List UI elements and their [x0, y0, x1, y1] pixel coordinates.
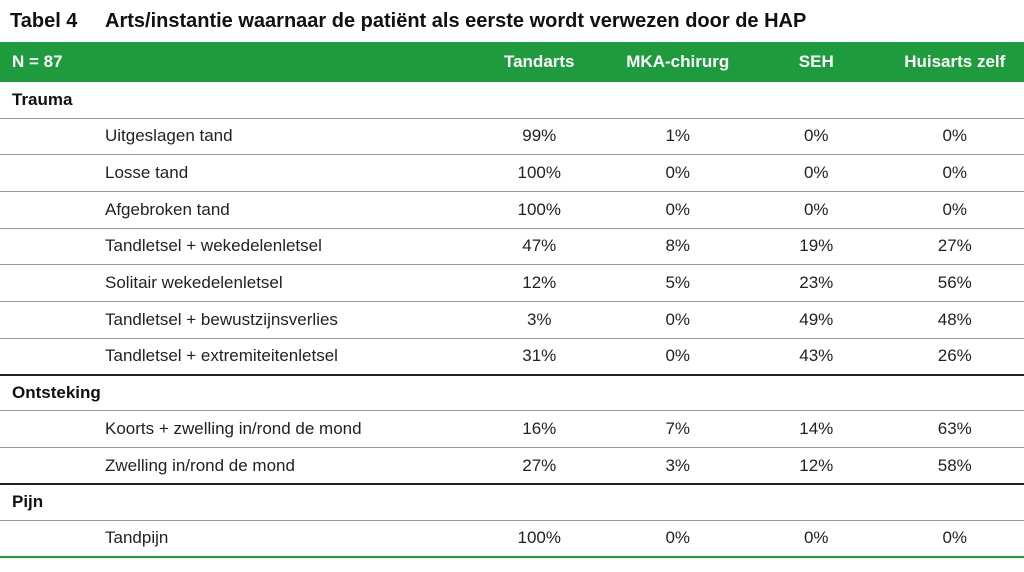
table-cell: 0%: [885, 117, 1024, 155]
row-label: Tandletsel + wekedelenletsel: [0, 227, 470, 265]
group-label: Trauma: [12, 89, 73, 109]
table-body: Trauma Uitgeslagen tand 99% 1% 0% 0% Losse tan…: [0, 82, 1024, 558]
table-cell: 0%: [608, 154, 747, 192]
table-cell: 27%: [470, 447, 609, 485]
group-row: Ontsteking: [0, 373, 1024, 411]
table-cell: 0%: [885, 190, 1024, 229]
table-cell: 31%: [470, 337, 609, 375]
table-cell: 0%: [608, 337, 747, 375]
table-header-row: N = 87 Tandarts MKA-chirurg SEH Huisarts…: [0, 42, 1024, 82]
table-cell: 7%: [608, 410, 747, 448]
table-cell: 0%: [885, 519, 1024, 558]
table-cell: 5%: [608, 264, 747, 302]
table-cell: 0%: [608, 300, 747, 339]
table-row: Tandpijn 100% 0% 0% 0%: [0, 519, 1024, 558]
row-label: Tandletsel + extremiteitenletsel: [0, 337, 470, 375]
table-cell: 58%: [885, 447, 1024, 485]
table-cell: 63%: [885, 410, 1024, 448]
table-cell: 0%: [747, 154, 886, 192]
table-cell: 27%: [885, 227, 1024, 265]
table-cell: 8%: [608, 227, 747, 265]
table-cell: 56%: [885, 264, 1024, 302]
table-cell: 16%: [470, 410, 609, 448]
table-cell: 100%: [470, 154, 609, 192]
table-cell: 23%: [747, 264, 886, 302]
row-label: Tandpijn: [0, 519, 470, 558]
referral-table: N = 87 Tandarts MKA-chirurg SEH Huisarts…: [0, 42, 1024, 558]
table-row: Uitgeslagen tand 99% 1% 0% 0%: [0, 117, 1024, 155]
table-row: Koorts + zwelling in/rond de mond 16% 7% 14…: [0, 410, 1024, 448]
table-cell: 1%: [608, 117, 747, 155]
header-sample-size: N = 87: [12, 52, 63, 71]
table-cell: 0%: [747, 190, 886, 229]
row-label: Losse tand: [0, 154, 470, 192]
table-cell: 99%: [470, 117, 609, 155]
group-row: Trauma: [0, 82, 1024, 118]
table-cell: 48%: [885, 300, 1024, 339]
table-cell: 19%: [747, 227, 886, 265]
table-row: Zwelling in/rond de mond 27% 3% 12% 58%: [0, 447, 1024, 485]
table-row: Tandletsel + extremiteitenletsel 31% 0% 43%…: [0, 337, 1024, 375]
table-cell: 26%: [885, 337, 1024, 375]
table-cell: 49%: [747, 300, 886, 339]
table-row: Solitair wekedelenletsel 12% 5% 23% 56%: [0, 264, 1024, 302]
table-caption: Tabel 4 Arts/instantie waarnaar de patië…: [0, 0, 1024, 42]
row-label: Uitgeslagen tand: [0, 117, 470, 155]
row-label: Koorts + zwelling in/rond de mond: [0, 410, 470, 448]
header-tandarts: Tandarts: [503, 52, 575, 71]
table-row: Losse tand 100% 0% 0% 0%: [0, 154, 1024, 192]
table-cell: 43%: [747, 337, 886, 375]
table-cell: 3%: [608, 447, 747, 485]
table-cell: 12%: [747, 447, 886, 485]
group-label: Pijn: [0, 483, 1024, 521]
row-label: Tandletsel + bewustzijnsverlies: [0, 300, 470, 339]
table-cell: 14%: [747, 410, 886, 448]
table-cell: 0%: [885, 154, 1024, 192]
table-cell: 100%: [470, 190, 609, 229]
table-row: Tandletsel + bewustzijnsverlies 3% 0% 49% 48…: [0, 300, 1024, 339]
table-cell: 12%: [470, 264, 609, 302]
table-cell: 0%: [608, 190, 747, 229]
table-title: Arts/instantie waarnaar de patiënt als e…: [105, 9, 807, 32]
table-number: Tabel 4: [10, 9, 78, 32]
table-cell: 0%: [747, 117, 886, 155]
table-cell: 47%: [470, 227, 609, 265]
table-cell: 3%: [470, 300, 609, 339]
row-label: Solitair wekedelenletsel: [0, 264, 470, 302]
header-seh: SEH: [798, 52, 834, 71]
table-cell: 0%: [747, 519, 886, 558]
row-label: Afgebroken tand: [0, 190, 470, 229]
table-row: Tandletsel + wekedelenletsel 47% 8% 19% 27%: [0, 227, 1024, 265]
row-label: Zwelling in/rond de mond: [0, 447, 470, 485]
header-mka-chirurg: MKA-chirurg: [626, 52, 730, 71]
table-cell: 0%: [608, 519, 747, 558]
header-huisarts-zelf: Huisarts zelf: [904, 52, 1006, 71]
group-row: Pijn: [0, 483, 1024, 521]
group-label: Ontsteking: [0, 373, 1024, 411]
table-cell: 100%: [470, 519, 609, 558]
table-row: Afgebroken tand 100% 0% 0% 0%: [0, 190, 1024, 229]
